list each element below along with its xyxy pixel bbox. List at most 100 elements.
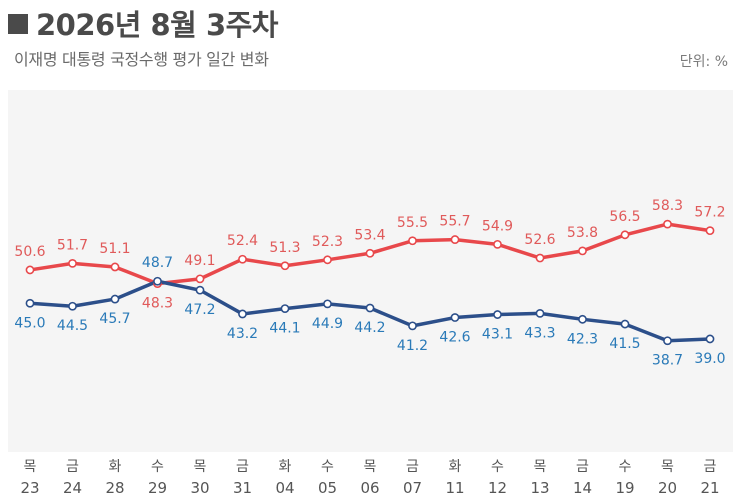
series-1-data-label: 41.5 — [609, 336, 640, 352]
unit-label: 단위: % — [679, 54, 728, 70]
series-1-data-label: 43.3 — [524, 325, 555, 341]
series-1-data-label: 45.7 — [99, 311, 130, 327]
series-1-point — [68, 301, 77, 311]
series-0-point — [408, 236, 417, 246]
x-tick-weekday-label: 목 — [24, 459, 37, 475]
series-0-data-label: 52.6 — [524, 232, 555, 248]
plot-background — [8, 90, 733, 452]
series-1-data-label: 48.7 — [142, 255, 173, 271]
series-0-data-label: 54.9 — [482, 218, 513, 234]
x-tick-weekday-label: 금 — [576, 459, 589, 475]
x-tick-weekday-label: 화 — [109, 459, 122, 475]
x-tick-weekday-label: 수 — [151, 459, 164, 475]
x-tick-weekday-label: 금 — [236, 459, 249, 475]
series-0-point — [280, 261, 290, 271]
series-1-point — [238, 309, 247, 319]
x-tick-date-label: 21 — [700, 479, 719, 497]
x-tick-date-label: 19 — [615, 479, 634, 497]
series-1-data-label: 43.2 — [227, 326, 258, 342]
x-tick-date-label: 24 — [63, 479, 82, 497]
series-0-data-label: 53.8 — [567, 225, 598, 241]
chart-title: 2026년 8월 3주차 — [8, 2, 278, 44]
x-tick-date-label: 30 — [190, 479, 209, 497]
series-1-point — [663, 336, 672, 346]
series-1-point — [280, 304, 290, 314]
series-1-point — [578, 314, 587, 324]
series-1-point — [110, 294, 120, 304]
series-0-data-label: 53.4 — [354, 227, 385, 243]
series-0-data-label: 48.3 — [142, 296, 173, 312]
series-0-point — [620, 230, 630, 240]
series-1-point — [195, 285, 205, 295]
x-tick-date-label: 04 — [275, 479, 294, 497]
series-0-point — [323, 255, 332, 265]
series-0-point — [238, 254, 247, 264]
chart-subtitle: 이재명 대통령 국정수행 평가 일간 변화 — [14, 50, 269, 69]
series-0-data-label: 51.1 — [99, 241, 130, 257]
x-tick-weekday-label: 목 — [534, 459, 547, 475]
series-0-data-label: 52.3 — [312, 234, 343, 250]
series-0-point — [450, 235, 460, 244]
x-tick-date-label: 05 — [318, 479, 337, 497]
x-tick-weekday-label: 금 — [406, 459, 419, 475]
series-1-point — [365, 303, 375, 313]
x-tick-date-label: 11 — [445, 479, 464, 497]
x-tick-weekday-label: 화 — [449, 459, 462, 475]
series-1-point — [153, 276, 162, 286]
x-tick-weekday-label: 금 — [66, 459, 79, 475]
series-0-point — [535, 253, 545, 263]
series-1-data-label: 44.9 — [312, 316, 343, 332]
x-tick-date-label: 07 — [403, 479, 422, 497]
x-tick-date-label: 12 — [488, 479, 507, 497]
square-bullet-icon — [8, 14, 28, 34]
series-0-data-label: 50.6 — [14, 244, 45, 260]
series-0-data-label: 56.5 — [609, 209, 640, 225]
x-tick-date-label: 14 — [573, 479, 592, 497]
series-0-point — [110, 262, 120, 272]
series-1-data-label: 44.1 — [269, 321, 300, 337]
series-1-point — [450, 313, 460, 322]
series-1-data-label: 45.0 — [14, 315, 45, 331]
series-0-data-label: 57.2 — [694, 205, 725, 221]
series-1-data-label: 42.3 — [567, 331, 598, 347]
x-tick-date-label: 23 — [20, 479, 39, 497]
series-1-point — [323, 299, 332, 309]
series-0-data-label: 51.7 — [57, 237, 88, 253]
x-tick-date-label: 29 — [148, 479, 167, 497]
x-tick-date-label: 28 — [105, 479, 124, 497]
x-tick-weekday-label: 수 — [619, 459, 632, 475]
series-1-point — [408, 321, 417, 331]
x-tick-date-label: 20 — [658, 479, 677, 497]
series-0-point — [493, 239, 502, 249]
x-tick-weekday-label: 목 — [661, 459, 674, 475]
series-1-data-label: 47.2 — [184, 302, 215, 318]
series-0-point — [663, 219, 672, 229]
series-1-data-label: 38.7 — [652, 353, 683, 369]
series-0-data-label: 58.3 — [652, 198, 683, 214]
series-1-point — [25, 298, 35, 308]
series-1-data-label: 39.0 — [694, 351, 725, 367]
series-0-data-label: 49.1 — [184, 253, 215, 269]
series-1-data-label: 44.2 — [354, 320, 385, 336]
series-0-point — [68, 258, 77, 268]
series-0-point — [578, 246, 587, 256]
series-1-point — [705, 334, 715, 344]
series-0-data-label: 52.4 — [227, 233, 258, 249]
series-0-point — [705, 226, 715, 236]
x-tick-weekday-label: 수 — [321, 459, 334, 475]
x-tick-weekday-label: 화 — [279, 459, 292, 475]
x-tick-date-label: 06 — [360, 479, 379, 497]
x-tick-date-label: 31 — [233, 479, 252, 497]
x-tick-weekday-label: 목 — [194, 459, 207, 475]
series-0-data-label: 51.3 — [269, 240, 300, 256]
series-0-data-label: 55.7 — [439, 214, 470, 230]
series-1-data-label: 41.2 — [397, 338, 428, 354]
x-tick-weekday-label: 수 — [491, 459, 504, 475]
series-1-point — [493, 310, 502, 319]
x-tick-date-label: 13 — [530, 479, 549, 497]
series-0-point — [195, 274, 205, 284]
series-1-data-label: 42.6 — [439, 330, 470, 346]
series-0-data-label: 55.5 — [397, 215, 428, 231]
series-1-point — [620, 319, 630, 329]
